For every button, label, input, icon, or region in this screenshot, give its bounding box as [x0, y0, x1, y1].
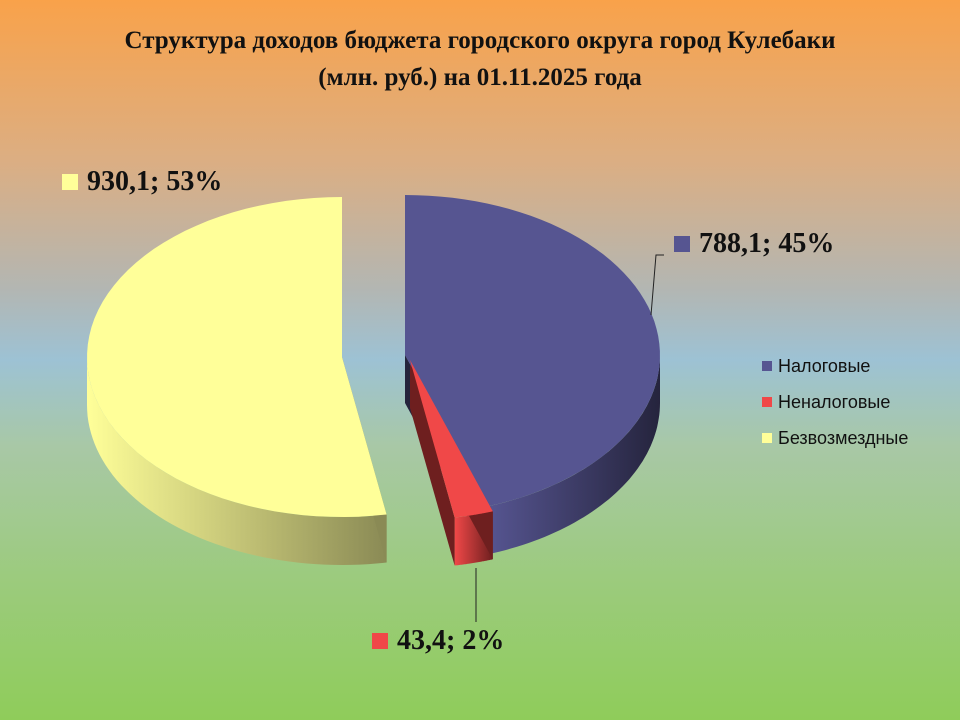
data-label-tax: 788,1; 45% [674, 228, 834, 260]
data-label-marker-grants [62, 174, 78, 190]
data-label-grants: 930,1; 53% [62, 166, 222, 198]
legend-item-grants: Безвозмездные [762, 420, 908, 456]
legend: Налоговые Неналоговые Безвозмездные [762, 348, 908, 456]
pie-side-grants [87, 357, 387, 565]
pie-slice-nontax [410, 360, 493, 518]
legend-item-tax: Налоговые [762, 348, 908, 384]
legend-swatch-nontax [762, 397, 772, 407]
legend-label-grants: Безвозмездные [778, 427, 909, 448]
chart-title: Структура доходов бюджета городского окр… [0, 22, 960, 96]
data-label-text-grants: 930,1; 53% [87, 166, 223, 197]
pie-side-tax [487, 355, 660, 555]
data-label-text-tax: 788,1; 45% [699, 228, 835, 259]
leader-line-tax [650, 254, 664, 316]
chart-title-line2: (млн. руб.) на 01.11.2025 года [318, 64, 642, 91]
legend-swatch-grants [762, 433, 772, 443]
data-label-text-nontax: 43,4; 2% [397, 625, 505, 656]
pie-slice-grants [87, 197, 387, 517]
data-label-marker-nontax [372, 633, 388, 649]
data-label-marker-tax [674, 236, 690, 252]
legend-item-nontax: Неналоговые [762, 384, 908, 420]
pie-face-nontax-1 [410, 360, 455, 566]
chart-title-line1: Структура доходов бюджета городского окр… [124, 27, 836, 54]
legend-label-nontax: Неналоговые [778, 391, 891, 412]
pie-slice-tax [405, 195, 660, 507]
data-label-nontax: 43,4; 2% [372, 625, 504, 657]
legend-swatch-tax [762, 361, 772, 371]
legend-label-tax: Налоговые [778, 355, 871, 376]
